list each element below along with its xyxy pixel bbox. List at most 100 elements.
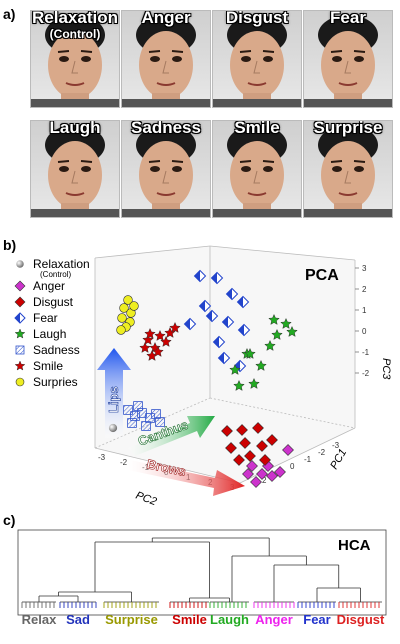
pc3-tick-label: 2: [362, 285, 367, 294]
point-sadness: [151, 409, 161, 419]
face-photo-disgust: Disgust: [212, 10, 302, 108]
face-label-smile: Smile: [234, 120, 280, 137]
pc3-tick-label: 0: [362, 327, 367, 336]
legend-marker-fear: [14, 312, 26, 324]
legend-label-surpries: Surpries: [33, 375, 78, 389]
hca-frame: [17, 529, 387, 616]
point-surpries: [119, 303, 129, 313]
face-photo-surprise: Surprise: [303, 120, 393, 218]
face-label-surprise: Surprise: [313, 120, 383, 137]
pca-legend: Relaxation(Control)Anger Disgust Fear Laugh…: [14, 257, 90, 389]
point-sadness: [133, 401, 143, 411]
point-laugh: [233, 379, 245, 391]
point-fear: [205, 309, 219, 323]
axis-label-pc3: PC3: [380, 358, 392, 380]
face-photo-smile: Smile: [212, 120, 302, 218]
hca-leaves: [21, 602, 380, 608]
pc3-tick-label: -1: [362, 348, 370, 357]
point-anger: [256, 468, 268, 480]
pc2-tick-label: -2: [120, 458, 128, 467]
point-fear: [183, 317, 197, 331]
face-label-disgust: Disgust: [225, 10, 289, 27]
point-laugh: [244, 347, 256, 359]
point-fear: [212, 335, 226, 349]
point-disgust: [266, 434, 278, 446]
point-anger: [274, 466, 286, 478]
legend-marker-smile: [14, 360, 26, 371]
panel-b-label: b): [3, 237, 17, 253]
face-label-fear: Fear: [330, 10, 366, 27]
face-photo-anger: Anger: [121, 10, 211, 108]
hca-label-fear: Fear: [303, 612, 330, 627]
legend-marker-surpries: [15, 377, 25, 387]
point-fear: [210, 271, 224, 285]
point-laugh: [229, 363, 241, 375]
point-fear: [217, 351, 231, 365]
point-sadness: [127, 418, 137, 428]
point-fear: [237, 323, 251, 337]
pc1-tick-label: -2: [318, 448, 326, 457]
hca-label-smile: Smile: [172, 612, 207, 627]
point-disgust: [239, 437, 251, 449]
axis-label-pc1: PC1: [328, 447, 349, 472]
point-surpries: [129, 301, 139, 311]
point-laugh: [248, 377, 260, 389]
point-disgust: [225, 442, 237, 454]
pc2-tick-label: -3: [98, 453, 106, 462]
point-anger: [246, 460, 258, 472]
pca-title: PCA: [305, 267, 339, 284]
hca-label-sad: Sad: [66, 612, 90, 627]
point-smile: [142, 333, 154, 345]
point-laugh: [264, 339, 276, 351]
point-fear: [225, 287, 239, 301]
point-relaxation: [108, 423, 118, 433]
pc1-tick-label: -1: [304, 455, 312, 464]
point-disgust: [236, 424, 248, 436]
point-fear: [236, 295, 250, 309]
face-photo-fear: Fear: [303, 10, 393, 108]
arrow-lips: Lips: [97, 348, 131, 438]
face-photo-relaxation: Relaxation (Control): [30, 10, 120, 108]
point-anger: [242, 468, 254, 480]
point-sadness: [155, 417, 165, 427]
legend-label-anger: Anger: [33, 279, 65, 293]
point-disgust: [252, 422, 264, 434]
legend-marker-disgust: [14, 296, 26, 308]
point-anger: [266, 470, 278, 482]
point-anger: [250, 476, 262, 488]
point-disgust: [256, 440, 268, 452]
legend-marker-sadness: [15, 345, 25, 355]
point-sadness: [141, 421, 151, 431]
point-smile: [144, 327, 156, 339]
face-photo-sadness: Sadness: [121, 120, 211, 218]
hca-chart: HCA Relax Sad Surprise Smile Laugh Anger Fear D…: [17, 529, 387, 627]
pca-points: [108, 269, 298, 488]
point-disgust: [244, 450, 256, 462]
point-smile: [160, 335, 172, 347]
point-surpries: [123, 295, 133, 305]
point-surpries: [116, 325, 126, 335]
point-fear: [221, 315, 235, 329]
legend-marker-relaxation: [16, 260, 24, 268]
legend-sublabel: (Control): [40, 270, 71, 279]
point-disgust: [259, 454, 271, 466]
point-smile: [152, 345, 164, 357]
point-fear: [198, 299, 212, 313]
face-label-sadness: Sadness: [131, 120, 201, 137]
pc3-tick-label: -2: [362, 369, 370, 378]
point-laugh: [268, 313, 280, 325]
hca-label-disgust: Disgust: [337, 612, 385, 627]
legend-label-fear: Fear: [33, 311, 58, 325]
pc1-tick-label: 0: [290, 462, 295, 471]
point-smile: [169, 321, 181, 333]
point-laugh: [271, 328, 283, 340]
hca-label-relax: Relax: [22, 612, 57, 627]
face-label-relaxation: Relaxation: [32, 10, 118, 27]
hca-label-surprise: Surprise: [105, 612, 158, 627]
axis-label-pc2: PC2: [134, 490, 158, 508]
face-sublabel: (Control): [49, 27, 101, 41]
legend-marker-laugh: [14, 328, 26, 339]
point-laugh: [280, 317, 292, 329]
hca-tree: [22, 537, 382, 603]
